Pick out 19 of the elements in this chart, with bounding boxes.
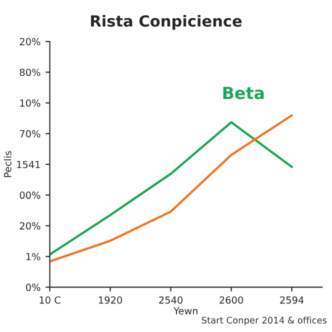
text: 10% bbox=[20, 99, 40, 107]
y-axis-title: Peclis bbox=[4, 151, 12, 178]
text: 1541 bbox=[17, 160, 40, 168]
series-label: Beta bbox=[223, 86, 264, 100]
text: 20% bbox=[20, 222, 40, 230]
text: 0% bbox=[26, 284, 40, 292]
x-tick-label: 2600 bbox=[220, 296, 244, 304]
text: 1% bbox=[26, 252, 40, 260]
x-tick-label: 2540 bbox=[159, 296, 183, 304]
x-axis-title: Yewn bbox=[174, 307, 198, 315]
text: 00% bbox=[20, 192, 40, 199]
text: 80% bbox=[20, 68, 40, 76]
x-tick-label: 10 C bbox=[40, 296, 60, 304]
chart-title: Rista Conpicience bbox=[91, 14, 242, 30]
x-tick-label: 1920 bbox=[98, 296, 122, 304]
x-tick-label: 2594 bbox=[280, 296, 304, 304]
text: Start Conper 2014 & offices bbox=[202, 316, 327, 326]
text: 20% bbox=[20, 38, 40, 46]
text: 70% bbox=[20, 130, 40, 138]
